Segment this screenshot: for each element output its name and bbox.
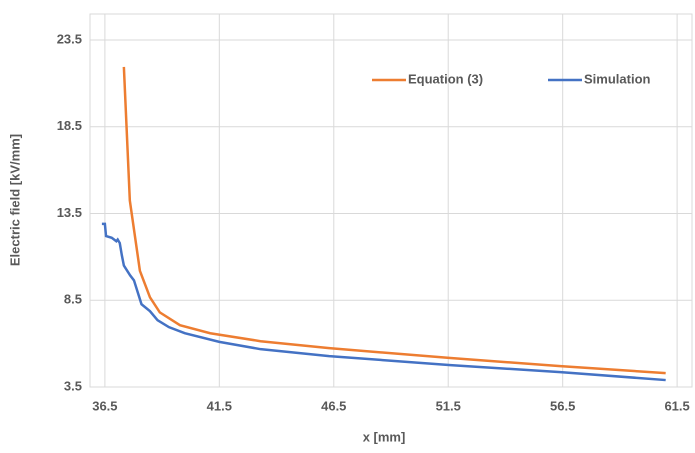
y-tick-label: 13.5: [57, 205, 82, 220]
x-tick-label: 46.5: [321, 398, 346, 413]
legend-label: Simulation: [584, 71, 651, 86]
line: [101, 222, 666, 382]
y-axis-title: Electric field [kV/mm]: [7, 134, 22, 266]
y-tick-label: 8.5: [64, 292, 82, 307]
x-axis-title: x [mm]: [363, 429, 406, 444]
y-tick-label: 23.5: [57, 31, 82, 46]
x-tick-label: 51.5: [436, 398, 461, 413]
legend-label: Equation (3): [408, 71, 483, 86]
x-tick-label: 56.5: [550, 398, 575, 413]
line: [122, 66, 666, 375]
x-tick-label: 41.5: [207, 398, 232, 413]
x-tick-label: 36.5: [92, 398, 117, 413]
y-tick-label: 3.5: [64, 378, 82, 393]
y-tick-label: 18.5: [57, 118, 82, 133]
x-tick-label: 61.5: [664, 398, 689, 413]
